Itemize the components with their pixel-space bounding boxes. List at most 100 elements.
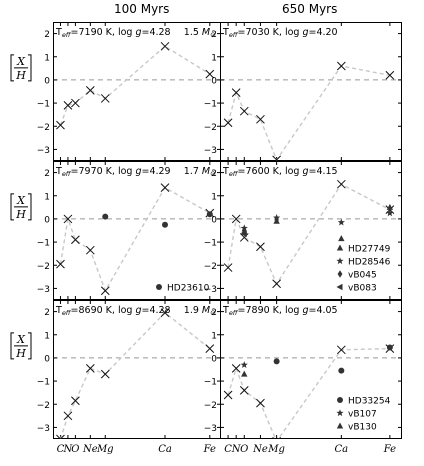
x-tick-label-Ne: Ne [252,444,268,455]
obs-HD23610-Ca [162,221,168,228]
y-tick-label: −2 [204,262,217,272]
model-point-Mg [272,279,281,289]
model-point-Ca [160,41,170,51]
ylabel-denominator: H [15,69,26,82]
obs-HD23610-Fe [206,211,213,218]
y-tick-label: −1 [204,100,217,110]
y-tick-label: −2 [37,123,50,133]
model-point-O [71,235,80,245]
obs-HD27749-Mg [273,217,280,224]
model-point-Ca [336,61,346,71]
model-point-Ca [160,308,170,318]
x-tick-label-Mg: Mg [96,444,114,455]
mass-label: 1.5 M⊙ [184,27,216,39]
model-line [227,183,391,286]
y-tick-label: 1 [44,331,50,341]
obs-HD33254-Ca [338,367,345,374]
y-tick-label: −1 [204,378,217,388]
column-title-100myrs: 100 Myrs [114,2,170,16]
ylabel-bracket-left [10,193,14,221]
legend-marker-HD33254 [337,397,343,403]
ylabel-numerator: X [16,194,26,207]
model-point-O [239,106,249,116]
y-tick-label: −1 [37,378,50,388]
panel-1-0: 2 1 0 −1 −2 −3 Teff=7970 K, log g=4.29 1.7 M⊙ HD… [37,161,221,300]
model-point-O [71,98,80,108]
panel-label: Teff=7890 K, log g=4.05 [222,305,338,317]
obs-HD27749-Fe [386,203,394,210]
legend-label-vB083: vB083 [348,284,377,294]
panel-label: Teff=8690 K, log g=4.28 [55,305,171,317]
x-tick-label-Ca: Ca [158,444,172,455]
model-point-O [239,233,249,242]
model-point-C [56,120,65,130]
x-tick-label-Ca: Ca [335,444,349,455]
model-point-Ca [336,179,346,189]
ylabel-bracket-left [10,54,14,82]
ylabel-denominator: H [15,208,26,221]
y-tick-label: −3 [204,424,217,434]
mass-label: 1.9 M⊙ [184,305,216,317]
legend-marker-vB107 [336,409,344,417]
x-tick-label-O: O [71,444,79,455]
panel-frame [220,300,402,439]
legend-marker-HD28546 [336,257,344,265]
model-line [59,311,211,439]
panel-0-1: 2 1 0 −1 −2 −3 Teff=7030 K, log g=4.20 [204,22,402,161]
y-tick-label: 2 [211,30,217,40]
ylabel-numerator: X [16,55,26,68]
y-tick-label: 0 [211,76,217,86]
panel-label: Teff=7600 K, log g=4.15 [222,166,338,178]
model-point-Mg [272,155,281,161]
legend-label-HD27749: HD27749 [348,245,391,255]
x-tick-label-Fe: Fe [383,444,396,455]
model-point-N [231,214,241,224]
y-tick-label: −3 [204,146,217,156]
model-point-Ne [85,85,95,95]
panel-frame [53,161,221,300]
x-tick-label-Mg: Mg [267,444,285,455]
ylabel-row-2: XH [10,332,32,360]
x-tick-label-N: N [63,444,74,455]
y-tick-label: 2 [44,308,50,318]
panel-2-1: 2 1 0 −1 −2 −3 Teff=7890 K, log g=4.05 HD33254 v… [204,300,402,455]
obs-HD33254-Mg [273,358,280,365]
obs-vB045-O [241,226,247,235]
y-tick-label: 0 [44,215,50,225]
legend-label-HD28546: HD28546 [348,258,391,268]
obs-HD27749-Ca [338,235,345,242]
legend-marker-vB083 [336,283,343,291]
x-tick-label-Ne: Ne [82,444,98,455]
model-point-N [231,88,241,98]
x-tick-label-C: C [57,444,65,455]
model-point-Ca [160,183,170,192]
model-point-N [63,214,73,224]
x-tick-label-C: C [224,444,232,455]
panel-frame [220,161,402,300]
y-tick-label: 2 [211,169,217,179]
model-point-C [56,434,65,439]
model-point-N [63,411,73,421]
y-tick-label: −1 [204,239,217,249]
ylabel-denominator: H [15,347,26,360]
x-tick-label-N: N [231,444,242,455]
y-tick-label: −2 [37,262,50,272]
y-tick-label: 1 [44,192,50,202]
ylabel-bracket-right [28,193,32,221]
y-tick-label: −1 [37,239,50,249]
y-tick-label: −3 [37,285,50,295]
panel-label: Teff=7970 K, log g=4.29 [55,166,171,178]
model-point-O [239,385,249,395]
legend-label-vB107: vB107 [348,410,377,420]
ylabel-row-0: XH [10,54,32,82]
model-point-Mg [100,369,110,379]
model-point-Fe [385,70,395,80]
legend-label-vB130: vB130 [348,423,377,433]
panel-0-0: 2 1 0 −1 −2 −3 Teff=7190 K, log g=4.28 1.5 M⊙ [37,22,221,161]
obs-HD28546-Ca [337,218,345,226]
legend-marker-HD23610 [156,284,162,290]
model-point-Ca [336,345,346,355]
legend-marker-vB130 [336,422,344,429]
